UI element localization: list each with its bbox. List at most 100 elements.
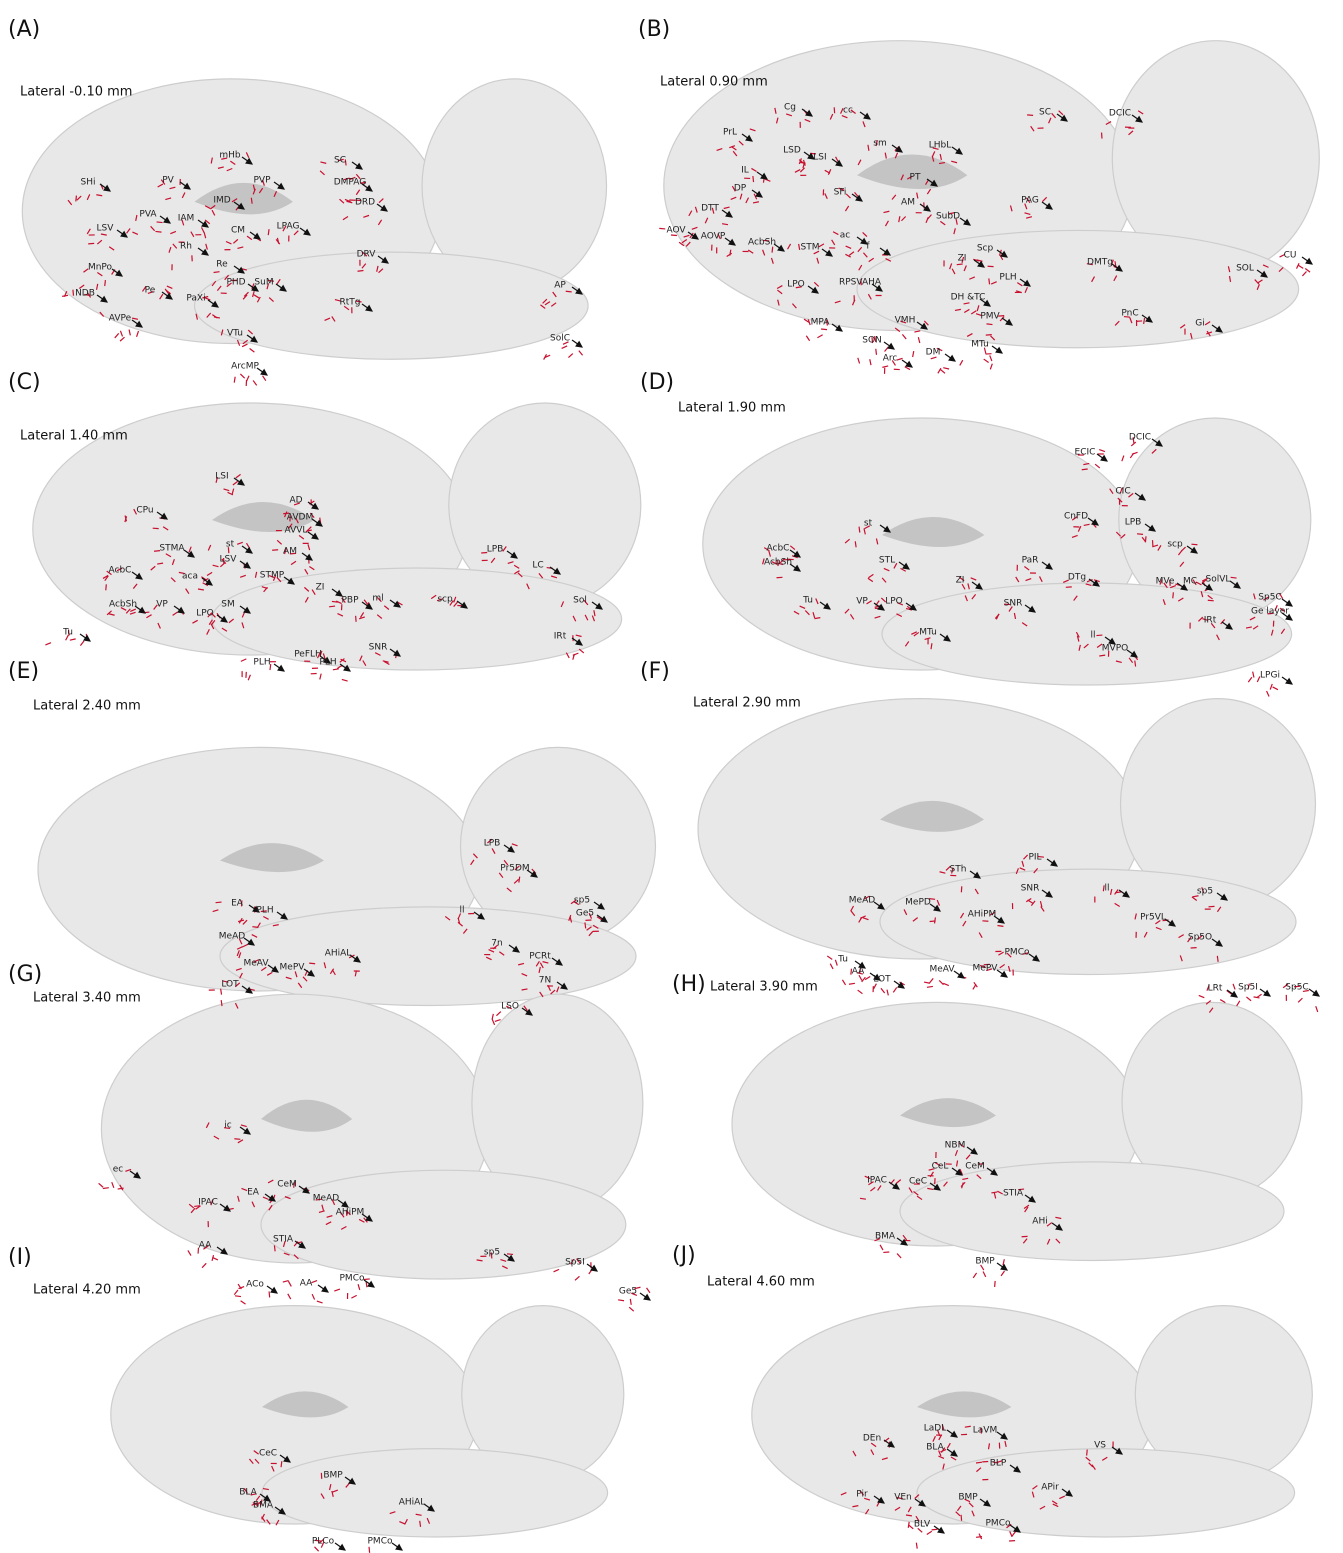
region-label: LSV — [220, 555, 238, 565]
fiber — [1012, 1531, 1016, 1536]
region-label: Rh — [180, 242, 192, 252]
region-label: ll — [1090, 631, 1095, 641]
region-label: DRV — [357, 250, 377, 260]
fiber — [1217, 956, 1218, 962]
region-label: PLH — [999, 273, 1016, 283]
fiber — [507, 1254, 513, 1255]
panel-letter: (J) — [672, 1243, 696, 1268]
fiber — [842, 980, 845, 985]
region-label: CU — [1284, 251, 1297, 261]
region-label: Re — [216, 260, 228, 270]
fiber — [885, 347, 889, 352]
section-label: Lateral 4.20 mm — [33, 1283, 141, 1298]
region-label: VP — [156, 600, 168, 610]
section-label: Lateral 1.40 mm — [20, 429, 128, 444]
region-label: 7n — [491, 939, 502, 949]
region-label: AHiPM — [336, 1208, 365, 1218]
region-label: STMP — [260, 571, 285, 581]
region-label: PHD — [226, 278, 245, 288]
region-label: MVe — [1156, 577, 1175, 587]
region-label: EA — [247, 1188, 260, 1198]
fiber — [1122, 456, 1124, 462]
fiber — [241, 659, 246, 661]
fiber — [909, 1525, 914, 1529]
region-label: AcbC — [767, 544, 790, 554]
fiber — [1003, 1259, 1004, 1265]
region-label: SNR — [1021, 884, 1040, 894]
arrow — [1282, 677, 1292, 684]
region-label: BLP — [990, 1459, 1007, 1469]
region-label: IPAC — [198, 1198, 218, 1208]
fiber — [221, 1000, 222, 1006]
fiber — [913, 351, 914, 357]
fiber — [103, 1188, 109, 1189]
region-label: sp5 — [1197, 887, 1213, 897]
fiber — [358, 271, 364, 272]
region-label: SubD — [936, 212, 960, 222]
fiber — [288, 1294, 291, 1299]
arrow — [997, 970, 1007, 977]
fiber — [855, 541, 856, 547]
brainstem — [900, 1162, 1284, 1261]
region-label: MnPo — [88, 263, 113, 273]
fiber — [234, 1139, 240, 1140]
arrow — [80, 634, 90, 641]
fiber — [234, 1290, 238, 1295]
region-label: SolC — [550, 334, 570, 344]
region-label: VTu — [227, 329, 243, 339]
fiber — [1145, 536, 1146, 542]
region-label: BMA — [253, 1501, 274, 1511]
region-label: CeM — [277, 1180, 297, 1190]
arrow — [640, 1293, 650, 1300]
panel-letter: (I) — [8, 1245, 32, 1270]
region-label: BLA — [926, 1443, 944, 1453]
region-label: DMPAG — [334, 178, 367, 188]
fiber — [906, 1515, 912, 1516]
region-label: Tu — [837, 955, 848, 965]
region-label: Sp5I — [1238, 983, 1258, 993]
fiber — [887, 990, 888, 996]
region-label: AHiAL — [325, 949, 352, 959]
region-label: LSO — [501, 1002, 519, 1012]
region-label: Pir — [856, 1490, 868, 1500]
region-label: Sp5O — [1188, 933, 1212, 943]
fiber — [986, 324, 992, 325]
fiber — [1191, 544, 1197, 545]
region-label: CPu — [136, 506, 153, 516]
region-label: MeAD — [313, 1194, 339, 1204]
fiber — [984, 359, 989, 362]
region-label: Ge layer — [1251, 607, 1289, 617]
fiber — [858, 358, 860, 364]
region-label: Tu — [62, 628, 73, 638]
region-label: Sp5I — [565, 1258, 585, 1268]
fiber — [234, 377, 235, 383]
fiber — [983, 1271, 986, 1276]
region-label: MeAD — [849, 896, 875, 906]
fiber — [630, 1299, 631, 1305]
region-label: BMP — [323, 1471, 343, 1481]
arrow — [335, 1543, 345, 1550]
fiber — [876, 349, 877, 355]
region-label: Pe — [145, 286, 156, 296]
region-label: PrL — [723, 128, 737, 138]
region-label: PMCo — [340, 1274, 365, 1284]
fiber — [858, 990, 863, 994]
region-label: CIC — [1115, 487, 1130, 497]
region-label: PLH — [253, 658, 270, 668]
region-label: PMCo — [986, 1519, 1011, 1529]
region-label: AM — [283, 547, 297, 557]
fiber — [45, 643, 51, 645]
region-label: PBP — [341, 596, 359, 606]
fiber — [927, 1531, 932, 1534]
fiber — [268, 229, 269, 235]
fiber — [1087, 1450, 1088, 1456]
region-label: MTu — [971, 340, 989, 350]
fiber — [1316, 1006, 1318, 1012]
region-label: scp — [1167, 540, 1183, 550]
region-label: PnC — [1121, 309, 1138, 319]
region-label: BMP — [975, 1257, 995, 1267]
fiber — [973, 1273, 976, 1278]
fiber — [573, 653, 579, 655]
region-label: DMTg — [1087, 258, 1113, 268]
fiber — [939, 980, 943, 984]
